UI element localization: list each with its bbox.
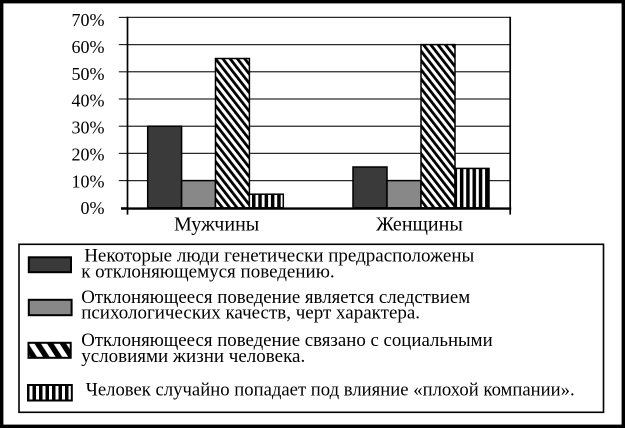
svg-text:Отклоняющееся поведение связан: Отклоняющееся поведение связано с социал… [81, 330, 493, 351]
svg-text:10%: 10% [72, 171, 105, 191]
svg-text:Человек случайно попадает под: Человек случайно попадает под влияние «п… [86, 380, 575, 401]
svg-text:70%: 70% [72, 10, 105, 30]
svg-text:50%: 50% [72, 64, 105, 84]
svg-text:Мужчины: Мужчины [174, 214, 259, 236]
svg-text:условиями жизни человека.: условиями жизни человека. [81, 346, 305, 367]
svg-text:30%: 30% [72, 118, 105, 138]
svg-text:60%: 60% [72, 37, 105, 57]
svg-text:Женщины: Женщины [376, 214, 463, 236]
svg-text:Отклоняющееся поведение являет: Отклоняющееся поведение является следств… [81, 287, 470, 308]
svg-text:40%: 40% [72, 91, 105, 111]
svg-text:0%: 0% [81, 198, 105, 218]
svg-text:Некоторые люди генетически пре: Некоторые люди генетически предрасположе… [84, 246, 474, 267]
svg-text:к отклоняющемуся поведению.: к отклоняющемуся поведению. [81, 261, 334, 282]
svg-text:20%: 20% [72, 144, 105, 164]
svg-text:психологических качеств, черт: психологических качеств, черт характера. [81, 302, 420, 323]
